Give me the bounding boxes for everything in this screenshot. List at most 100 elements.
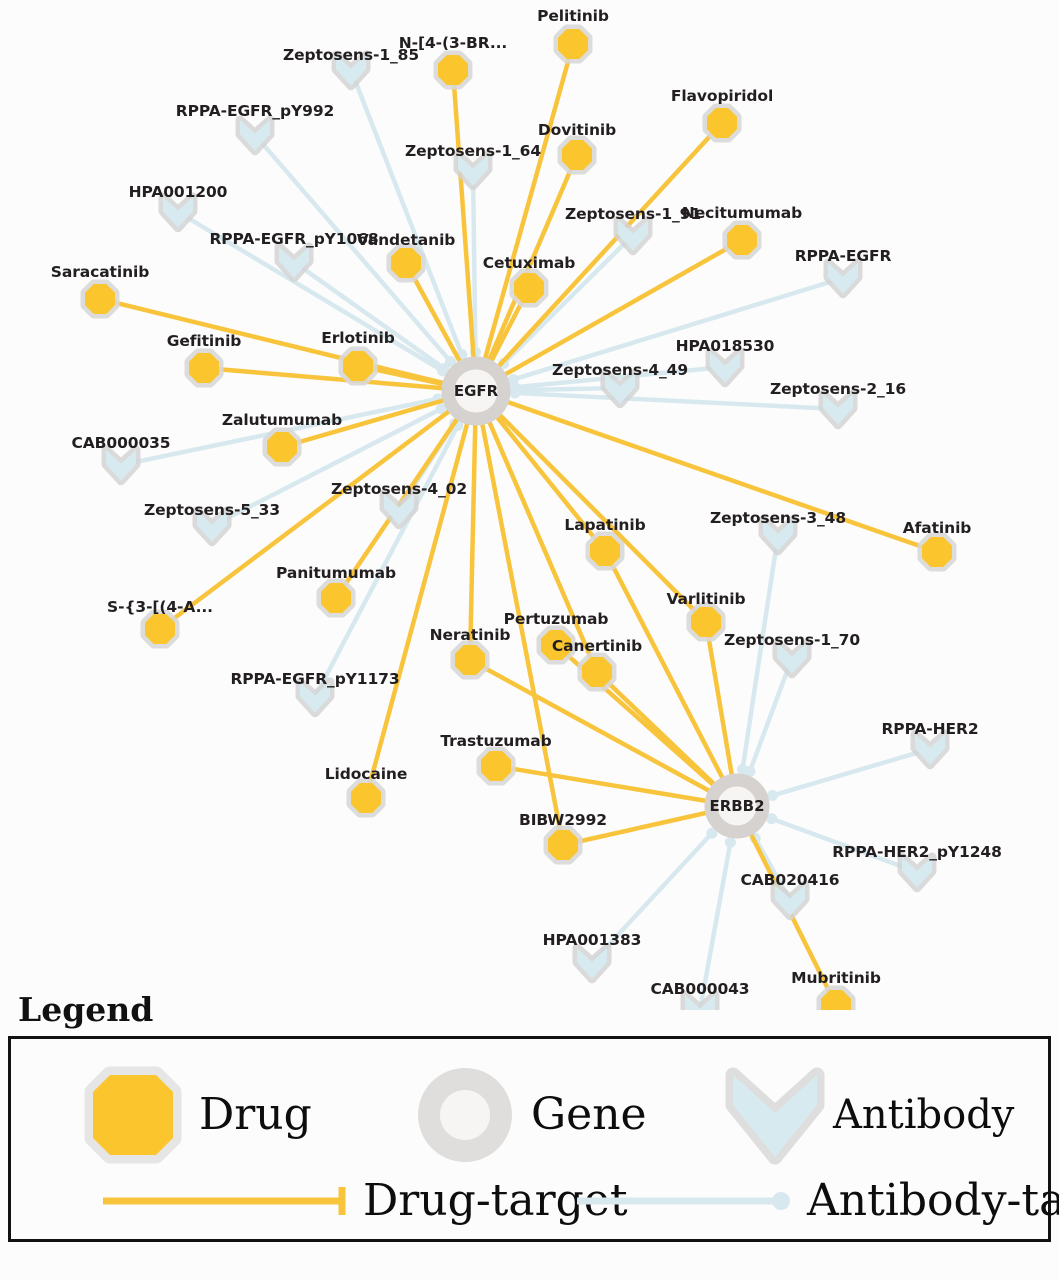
drug-target-edge xyxy=(474,121,724,393)
drug-node[interactable] xyxy=(481,751,511,781)
antibody-node[interactable] xyxy=(710,352,740,383)
antibody-node[interactable] xyxy=(775,885,805,916)
drug-target-edge-icon xyxy=(103,1187,346,1215)
drug-target-edge xyxy=(495,763,738,809)
antibody-edge-endpoint xyxy=(509,387,521,399)
drug-target-edge xyxy=(473,390,600,673)
drug-node[interactable] xyxy=(541,630,571,660)
drug-target-edge xyxy=(158,389,478,631)
antibody-edge-endpoint xyxy=(766,813,778,825)
antibody-edge-endpoint xyxy=(744,765,756,777)
antibody-node[interactable] xyxy=(240,120,270,151)
drug-icon xyxy=(84,1066,182,1164)
legend-item-drug-target: Drug-target xyxy=(99,1179,628,1223)
gene-icon xyxy=(418,1068,512,1162)
drug-node[interactable] xyxy=(562,140,592,170)
antibody-node[interactable] xyxy=(605,373,635,404)
antibody-node[interactable] xyxy=(823,394,853,425)
drug-node[interactable] xyxy=(438,55,468,85)
drug-target-edge xyxy=(473,43,576,392)
antibody-edge-endpoint xyxy=(445,355,457,367)
legend-item-drug: Drug xyxy=(79,1061,312,1169)
drug-target-edge xyxy=(203,365,477,394)
antibody-node[interactable] xyxy=(106,450,136,481)
antibody-target-edge xyxy=(475,275,844,394)
legend-label-antibody: Antibody xyxy=(833,1092,1015,1138)
drug-node[interactable] xyxy=(727,225,757,255)
antibody-node[interactable] xyxy=(458,155,488,186)
antibody-edge-endpoint xyxy=(766,790,778,802)
antibody-node[interactable] xyxy=(336,55,366,86)
antibody-node[interactable] xyxy=(300,682,330,713)
legend-item-antibody: Antibody xyxy=(721,1061,1014,1169)
antibody-icon xyxy=(725,1067,825,1165)
antibody-target-edge xyxy=(313,389,478,699)
antibody-edge-endpoint xyxy=(438,362,450,374)
drug-node[interactable] xyxy=(351,783,381,813)
antibody-target-edge xyxy=(475,388,839,412)
drug-node[interactable] xyxy=(189,353,219,383)
antibody-edge-endpoint xyxy=(435,403,447,415)
antibody-edge-endpoint xyxy=(724,836,736,848)
drug-target-edge xyxy=(475,388,938,555)
network-graph-canvas[interactable]: Zeptosens-1_85 RPPA-EGFR_pY992 Zeptosens-1… xyxy=(0,0,1059,1010)
gene-node-label: EGFR xyxy=(453,382,499,400)
antibody-node[interactable] xyxy=(163,197,193,228)
legend-label-antibody-target: Antibody-target xyxy=(807,1175,1059,1226)
legend-label-drug: Drug xyxy=(199,1089,312,1140)
drug-target-edge xyxy=(603,549,739,808)
legend-label-gene: Gene xyxy=(531,1089,647,1140)
antibody-node[interactable] xyxy=(763,520,793,551)
antibody-node[interactable] xyxy=(279,247,309,278)
drug-node[interactable] xyxy=(455,645,485,675)
antibody-target-edge xyxy=(348,69,479,392)
legend-title: Legend xyxy=(18,990,154,1029)
gene-node-label: ERBB2 xyxy=(709,797,765,815)
drug-node[interactable] xyxy=(821,990,851,1010)
legend-box: Drug Gene Antibody Dru xyxy=(8,1036,1059,1242)
drug-node[interactable] xyxy=(145,614,175,644)
legend-item-antibody-target: Antibody-target xyxy=(573,1179,1059,1223)
drug-node[interactable] xyxy=(321,583,351,613)
antibody-node[interactable] xyxy=(618,220,648,251)
antibody-node[interactable] xyxy=(777,643,807,674)
drug-node[interactable] xyxy=(582,657,612,687)
drug-target-edge xyxy=(474,238,744,393)
gene-node[interactable] xyxy=(704,773,770,839)
antibody-node[interactable] xyxy=(384,494,414,525)
drug-node[interactable] xyxy=(267,432,297,462)
legend-item-gene: Gene xyxy=(411,1061,647,1169)
antibody-target-edge xyxy=(253,133,478,393)
drug-node[interactable] xyxy=(590,536,620,566)
drug-target-edge xyxy=(474,389,708,624)
antibody-node[interactable] xyxy=(828,263,858,294)
drug-target-edge xyxy=(363,390,479,799)
drug-node[interactable] xyxy=(85,284,115,314)
antibody-node[interactable] xyxy=(197,511,227,542)
drug-node[interactable] xyxy=(691,607,721,637)
antibody-target-edge xyxy=(734,534,781,807)
drug-node[interactable] xyxy=(922,537,952,567)
drug-node[interactable] xyxy=(343,351,373,381)
drug-node[interactable] xyxy=(514,273,544,303)
drug-node[interactable] xyxy=(558,29,588,59)
gene-node[interactable] xyxy=(441,356,511,426)
drug-node[interactable] xyxy=(707,108,737,138)
nodes-layer[interactable] xyxy=(80,24,957,1010)
legend: Legend Drug Gene Antibod xyxy=(8,990,1059,1242)
drug-target-edge xyxy=(450,69,479,392)
antibody-node[interactable] xyxy=(902,857,932,888)
drug-node[interactable] xyxy=(391,248,421,278)
drug-target-edge xyxy=(468,658,739,808)
antibody-node[interactable] xyxy=(577,948,607,979)
antibody-edge-endpoint xyxy=(706,827,718,839)
antibody-node[interactable] xyxy=(685,995,715,1010)
drug-target-edge xyxy=(334,389,478,600)
antibody-target-edge-icon xyxy=(577,1192,790,1210)
drug-target-edge xyxy=(473,390,566,846)
drug-target-edge xyxy=(467,390,479,661)
network-svg xyxy=(80,24,957,1010)
drug-node[interactable] xyxy=(548,830,578,860)
antibody-node[interactable] xyxy=(915,734,945,765)
